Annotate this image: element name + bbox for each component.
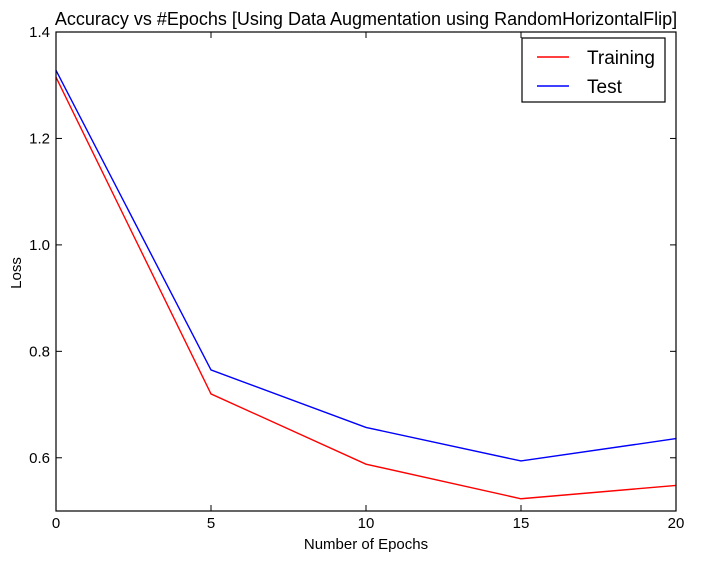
y-tick-label: 1.0	[29, 237, 50, 254]
y-tick-label: 0.6	[29, 450, 50, 467]
data-point-training	[365, 463, 367, 465]
data-point-training	[210, 393, 212, 395]
legend-label-training: Training	[587, 48, 655, 69]
x-tick-label: 15	[513, 515, 530, 532]
plot-frame	[55, 31, 677, 512]
chart-title: Accuracy vs #Epochs [Using Data Augmenta…	[55, 9, 677, 29]
axis-ticks: 0 5 10 15 20 0.6 0.8 1.0 1.2 1.4	[29, 24, 684, 532]
y-axis-label: Loss	[8, 257, 25, 289]
legend: Training Test	[521, 37, 666, 103]
series-line-training	[55, 76, 677, 500]
x-tick-label: 5	[207, 515, 215, 532]
data-point-test	[210, 369, 212, 371]
x-tick-label: 10	[358, 515, 375, 532]
x-tick-label: 20	[668, 515, 685, 532]
plot-lines	[55, 69, 677, 500]
legend-label-test: Test	[587, 77, 623, 98]
x-tick-label: 0	[52, 515, 60, 532]
y-tick-label: 1.2	[29, 130, 50, 147]
y-tick-label: 0.8	[29, 343, 50, 360]
y-tick-label: 1.4	[29, 24, 50, 41]
legend-box	[521, 37, 666, 103]
data-point-test	[365, 426, 367, 429]
series-line-test	[55, 69, 677, 462]
x-axis-label: Number of Epochs	[304, 536, 428, 553]
data-point-training	[520, 498, 522, 500]
data-point-test	[520, 460, 522, 462]
